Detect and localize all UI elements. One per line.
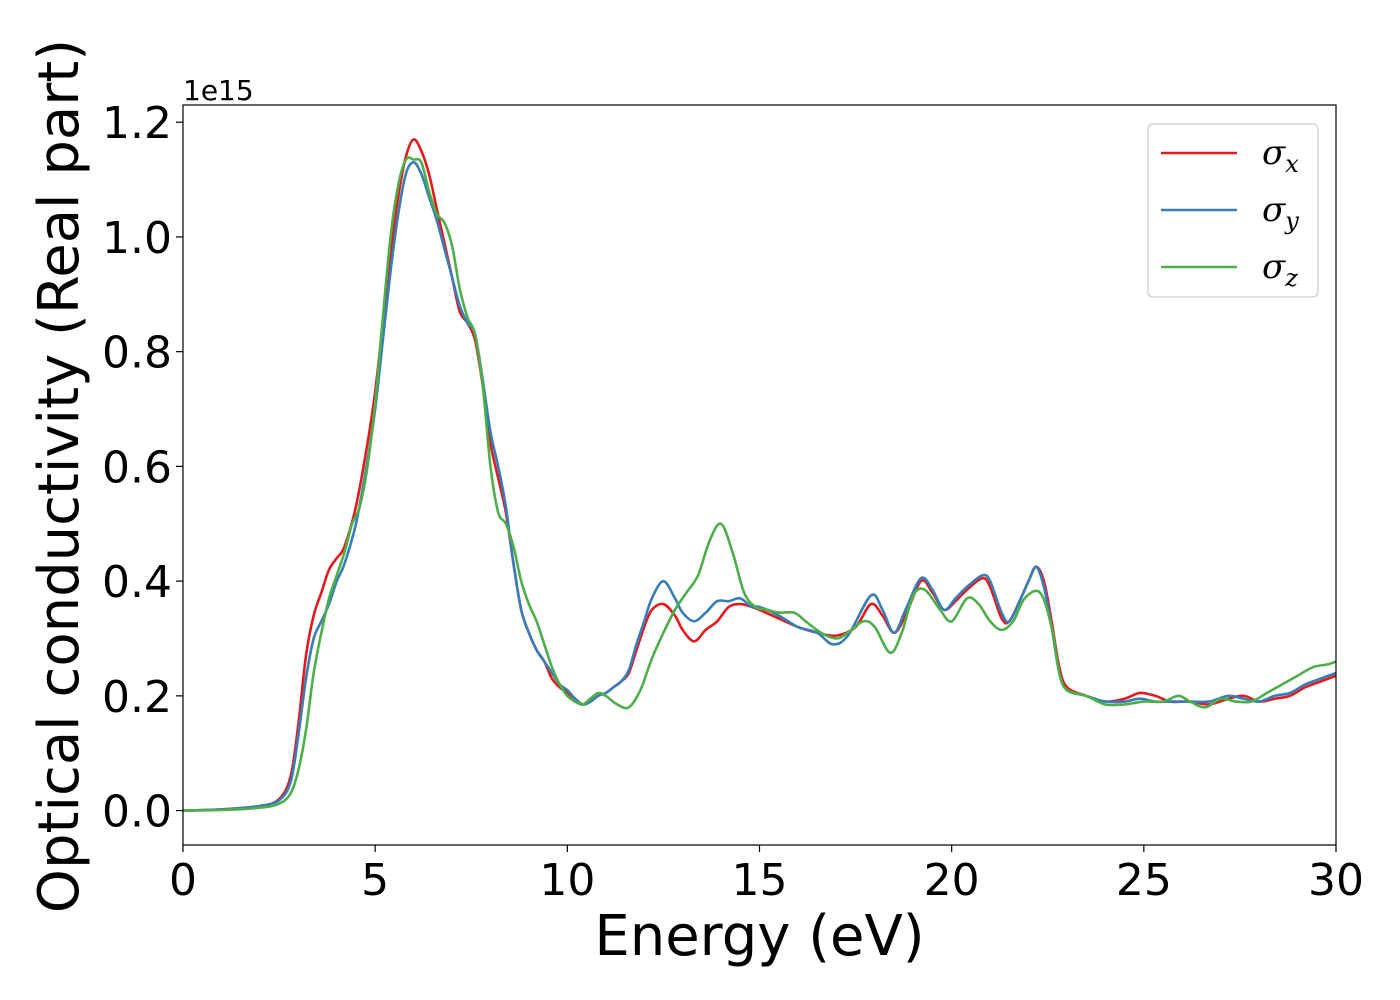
x-tick-label: 25	[1116, 855, 1172, 906]
y-tick-label: 0.0	[102, 787, 172, 838]
x-tick-label: 0	[169, 855, 197, 906]
x-axis-title: Energy (eV)	[594, 904, 924, 969]
x-tick-label: 5	[361, 855, 389, 906]
plot-area	[183, 105, 1336, 845]
y-tick-label: 0.4	[102, 557, 172, 608]
series-layer	[182, 138, 1337, 812]
x-tick-label: 10	[539, 855, 595, 906]
legend-subscript: y	[1284, 207, 1299, 235]
x-tick-label: 15	[732, 855, 788, 906]
y-tick-label: 1.0	[102, 213, 172, 264]
y-offset-text: 1e15	[183, 74, 254, 107]
x-tick-label: 20	[924, 855, 980, 906]
legend-subscript: z	[1284, 264, 1298, 292]
legend-subscript: x	[1285, 150, 1299, 178]
x-tick-label: 30	[1308, 855, 1364, 906]
y-tick-label: 0.8	[102, 328, 172, 379]
y-tick-label: 0.2	[102, 672, 172, 723]
y-tick-label: 0.6	[102, 442, 172, 493]
x-axis: 0 5 10 15 20 25 30	[169, 845, 1364, 906]
series-line-z	[182, 156, 1337, 812]
y-tick-label: 1.2	[102, 98, 172, 149]
y-axis-title: Optical conductivity (Real part)	[27, 39, 92, 913]
y-axis: 0.0 0.2 0.4 0.6 0.8 1.0 1.2	[102, 98, 183, 838]
